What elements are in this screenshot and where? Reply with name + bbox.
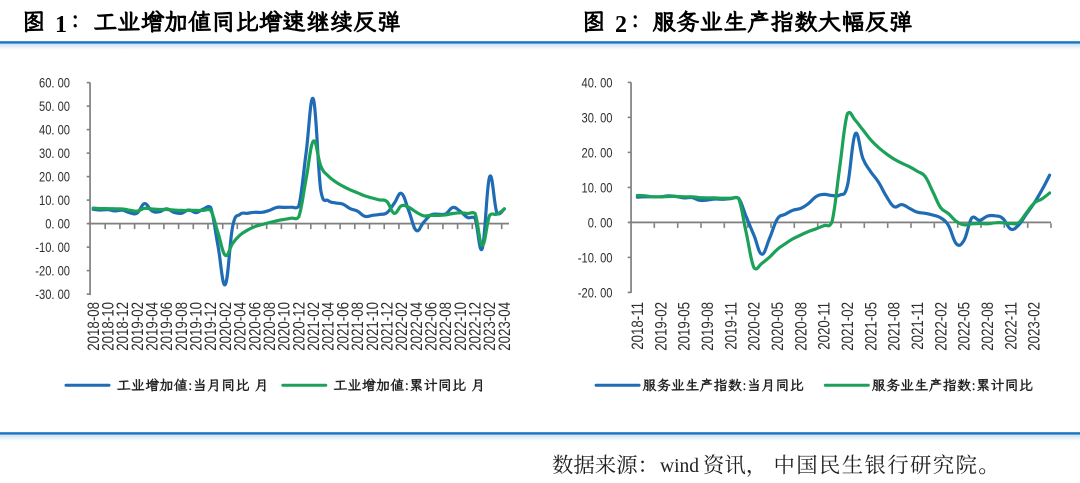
svg-text:2019-02: 2019-02 — [130, 302, 147, 351]
svg-text:2022-04: 2022-04 — [409, 302, 426, 351]
svg-text:2019-05: 2019-05 — [677, 302, 694, 351]
svg-text:-10. 00: -10. 00 — [578, 250, 613, 265]
svg-text:2021-12: 2021-12 — [379, 302, 396, 351]
svg-text:50. 00: 50. 00 — [39, 99, 70, 114]
svg-text:2020-05: 2020-05 — [770, 302, 787, 351]
svg-text:2020-08: 2020-08 — [793, 302, 810, 351]
svg-text:2022-10: 2022-10 — [453, 302, 470, 351]
svg-text:-20. 00: -20. 00 — [35, 264, 70, 279]
svg-text:2022-08: 2022-08 — [438, 302, 455, 351]
svg-text:2021-05: 2021-05 — [863, 302, 880, 351]
svg-text:-20. 00: -20. 00 — [578, 285, 613, 300]
svg-text:2022-11: 2022-11 — [1003, 302, 1020, 350]
svg-text:10. 00: 10. 00 — [39, 193, 70, 208]
svg-text:2019-04: 2019-04 — [144, 302, 161, 351]
svg-text:2020-06: 2020-06 — [247, 302, 264, 351]
svg-text:2022-02: 2022-02 — [394, 302, 411, 351]
svg-text:2018-11: 2018-11 — [630, 302, 647, 350]
svg-text:20. 00: 20. 00 — [582, 145, 613, 160]
svg-text:2020-04: 2020-04 — [232, 302, 249, 351]
svg-text:2021-08: 2021-08 — [887, 302, 904, 351]
svg-text:2018-10: 2018-10 — [100, 302, 117, 351]
svg-text:30. 00: 30. 00 — [39, 146, 70, 161]
svg-text:2023-02: 2023-02 — [1027, 302, 1044, 351]
svg-text:2022-05: 2022-05 — [957, 302, 974, 351]
svg-text:40. 00: 40. 00 — [582, 75, 613, 90]
svg-text:2019-12: 2019-12 — [203, 302, 220, 351]
svg-text:2019-06: 2019-06 — [159, 302, 176, 351]
svg-text:2019-11: 2019-11 — [723, 302, 740, 350]
svg-text:40. 00: 40. 00 — [39, 123, 70, 138]
svg-text:30. 00: 30. 00 — [582, 110, 613, 125]
svg-text:2022-12: 2022-12 — [467, 302, 484, 351]
svg-text:2021-04: 2021-04 — [321, 302, 338, 351]
svg-text:2: 2 — [615, 12, 627, 38]
svg-text:2020-08: 2020-08 — [262, 302, 279, 351]
svg-text:2023-02: 2023-02 — [482, 302, 499, 351]
svg-text:2018-12: 2018-12 — [115, 302, 132, 351]
svg-text:60. 00: 60. 00 — [39, 76, 70, 91]
svg-text:1: 1 — [55, 12, 67, 38]
svg-text:2022-08: 2022-08 — [980, 302, 997, 351]
svg-text:2019-08: 2019-08 — [700, 302, 717, 351]
svg-text:wind: wind — [660, 456, 699, 477]
svg-text:2021-06: 2021-06 — [335, 302, 352, 351]
svg-text:2020-02: 2020-02 — [218, 302, 235, 351]
svg-text:2021-02: 2021-02 — [306, 302, 323, 351]
svg-text:2020-12: 2020-12 — [291, 302, 308, 351]
svg-text:2021-10: 2021-10 — [365, 302, 382, 351]
svg-text:-30. 00: -30. 00 — [35, 287, 70, 302]
svg-text:2019-02: 2019-02 — [653, 302, 670, 351]
svg-text:0. 00: 0. 00 — [45, 217, 70, 232]
svg-text:2022-06: 2022-06 — [423, 302, 440, 351]
svg-text:2023-04: 2023-04 — [497, 302, 514, 351]
svg-text:2022-02: 2022-02 — [933, 302, 950, 351]
svg-text:2021-11: 2021-11 — [910, 302, 927, 350]
svg-text:2019-08: 2019-08 — [174, 302, 191, 351]
svg-text:2020-11: 2020-11 — [817, 302, 834, 350]
svg-text:2020-10: 2020-10 — [277, 302, 294, 351]
svg-text:-10. 00: -10. 00 — [35, 240, 70, 255]
svg-text:10. 00: 10. 00 — [582, 180, 613, 195]
svg-text:2020-02: 2020-02 — [747, 302, 764, 351]
svg-text:20. 00: 20. 00 — [39, 170, 70, 185]
svg-text:0. 00: 0. 00 — [588, 215, 613, 230]
svg-text:2018-08: 2018-08 — [86, 302, 103, 351]
svg-text:2021-08: 2021-08 — [350, 302, 367, 351]
svg-text:2019-10: 2019-10 — [188, 302, 205, 351]
svg-text:2021-02: 2021-02 — [840, 302, 857, 351]
